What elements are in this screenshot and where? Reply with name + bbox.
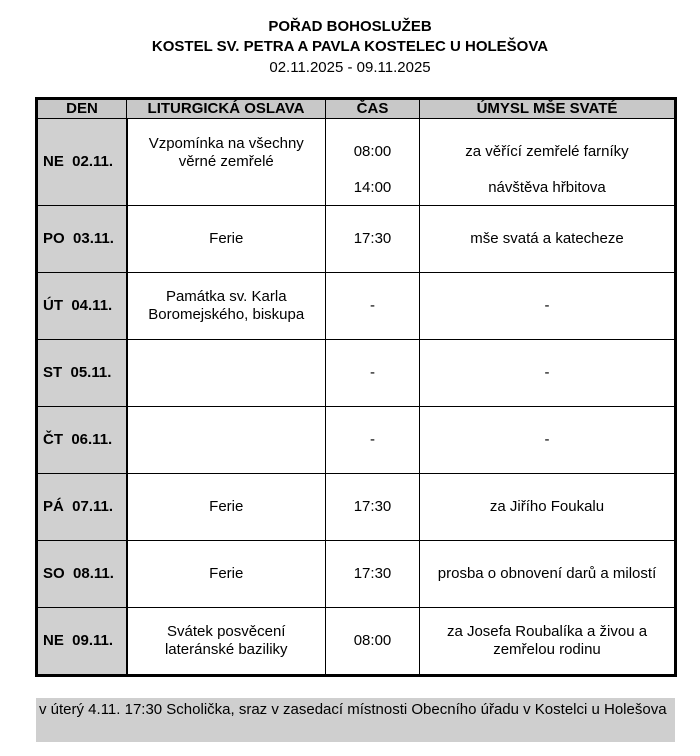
col-time: ČAS bbox=[325, 98, 420, 119]
table-row: ČT 06.11. - - bbox=[36, 406, 676, 474]
day-cell: ST 05.11. bbox=[36, 339, 128, 407]
day-cell: PO 03.11. bbox=[36, 205, 128, 273]
table-row: ST 05.11. - - bbox=[36, 339, 676, 407]
schedule-table: DEN LITURGICKÁ OSLAVA ČAS ÚMYSL MŠE SVAT… bbox=[35, 97, 677, 677]
celebration-cell: Svátek posvěcení lateránské baziliky bbox=[126, 607, 326, 676]
celebration-cell: Památka sv. Karla Boromejského, biskupa bbox=[126, 272, 326, 340]
intention-cell: za věřící zemřelé farníky návštěva hřbito… bbox=[419, 118, 676, 206]
day-cell: ČT 06.11. bbox=[36, 406, 128, 474]
time: 14:00 bbox=[353, 179, 392, 196]
intention: za věřící zemřelé farníky bbox=[465, 143, 629, 160]
celebration-cell: Ferie bbox=[126, 473, 326, 541]
day-cell: PÁ 07.11. bbox=[36, 473, 128, 541]
celebration-cell: Ferie bbox=[126, 205, 326, 273]
table-row: SO 08.11. Ferie 17:30 prosba o obnovení dar… bbox=[36, 540, 676, 608]
page-title: POŘAD BOHOSLUŽEB bbox=[268, 18, 432, 35]
time-cell: - bbox=[325, 406, 420, 474]
church-name: KOSTEL SV. PETRA A PAVLA KOSTELEC U HOLE… bbox=[151, 38, 549, 55]
celebration-cell bbox=[126, 339, 326, 407]
celebration-cell: Ferie bbox=[126, 540, 326, 608]
col-day: DEN bbox=[36, 98, 127, 119]
time-cell: - bbox=[325, 339, 420, 407]
table-header-row: DEN LITURGICKÁ OSLAVA ČAS ÚMYSL MŠE SVAT… bbox=[36, 98, 676, 119]
intention-cell: za Jiřího Foukalu bbox=[419, 473, 676, 541]
intention-cell: prosba o obnovení darů a milostí bbox=[419, 540, 676, 608]
time-cell: 08:00 bbox=[325, 607, 420, 676]
intention-cell: mše svatá a katecheze bbox=[419, 205, 676, 273]
time-cell: 08:00 14:00 bbox=[325, 118, 420, 206]
day-cell: ÚT 04.11. bbox=[36, 272, 128, 340]
celebration-text: Vzpomínka na všechny věrné zemřelé bbox=[148, 135, 304, 170]
intention-cell: - bbox=[419, 272, 676, 340]
table-row: NE 02.11. Vzpomínka na všechny věrné zem… bbox=[36, 118, 676, 206]
table-row: NE 09.11. Svátek posvěcení lateránské baz… bbox=[36, 607, 676, 676]
announcement-note: v úterý 4.11. 17:30 Scholička, sraz v za… bbox=[36, 698, 675, 742]
celebration-cell bbox=[126, 406, 326, 474]
col-celebration: LITURGICKÁ OSLAVA bbox=[126, 98, 326, 119]
col-intention: ÚMYSL MŠE SVATÉ bbox=[419, 98, 676, 119]
intention-cell: - bbox=[419, 339, 676, 407]
day-cell: NE 09.11. bbox=[36, 607, 128, 676]
time-cell: 17:30 bbox=[325, 205, 420, 273]
time-cell: 17:30 bbox=[325, 540, 420, 608]
celebration-cell: Vzpomínka na všechny věrné zemřelé bbox=[126, 118, 326, 206]
intention-cell: za Josefa Roubalíka a živou a zemřelou r… bbox=[419, 607, 676, 676]
time-cell: - bbox=[325, 272, 420, 340]
day-cell: NE 02.11. bbox=[36, 118, 128, 206]
intention-cell: - bbox=[419, 406, 676, 474]
day-cell: SO 08.11. bbox=[36, 540, 128, 608]
intention: návštěva hřbitova bbox=[488, 179, 606, 196]
time-cell: 17:30 bbox=[325, 473, 420, 541]
date-range: 02.11.2025 - 09.11.2025 bbox=[269, 59, 431, 76]
time: 08:00 bbox=[353, 143, 392, 160]
table-row: ÚT 04.11. Památka sv. Karla Boromejského,… bbox=[36, 272, 676, 340]
table-row: PO 03.11. Ferie 17:30 mše svatá a katecheze bbox=[36, 205, 676, 273]
table-row: PÁ 07.11. Ferie 17:30 za Jiřího Foukalu bbox=[36, 473, 676, 541]
